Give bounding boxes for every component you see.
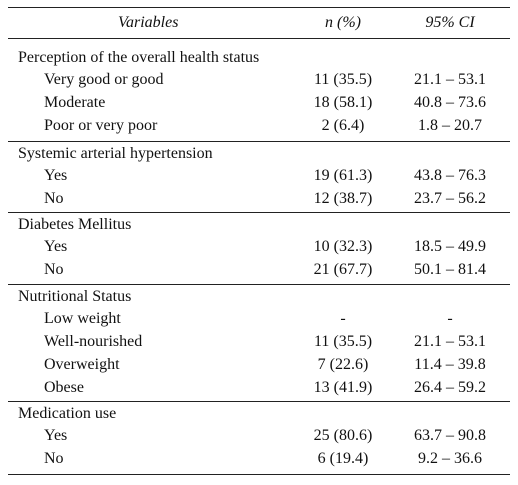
row-n: 13 (41.9) xyxy=(313,379,373,396)
row-ci: 23.7 – 56.2 xyxy=(414,190,486,207)
row-label: Poor or very poor xyxy=(44,117,158,134)
row-label: No xyxy=(44,450,64,467)
section-divider xyxy=(8,212,510,213)
section-title-hypertension: Systemic arterial hypertension xyxy=(18,145,213,162)
row-ci: 21.1 – 53.1 xyxy=(414,71,486,88)
header-bottom-rule xyxy=(8,38,510,39)
row-ci: 43.8 – 76.3 xyxy=(414,167,486,184)
row-label: No xyxy=(44,190,64,207)
row-ci: 63.7 – 90.8 xyxy=(414,427,486,444)
section-title-health-perception: Perception of the overall health status xyxy=(18,49,260,66)
row-n: - xyxy=(340,310,346,327)
row-label: No xyxy=(44,261,64,278)
row-label: Yes xyxy=(44,167,68,184)
section-title-diabetes: Diabetes Mellitus xyxy=(18,216,132,233)
row-n: 6 (19.4) xyxy=(317,450,369,467)
row-n: 11 (35.5) xyxy=(313,71,373,88)
row-n: 2 (6.4) xyxy=(321,117,365,134)
row-n: 11 (35.5) xyxy=(313,333,373,350)
row-n: 19 (61.3) xyxy=(313,167,373,184)
section-title-nutritional-status: Nutritional Status xyxy=(18,288,132,305)
row-n: 10 (32.3) xyxy=(313,238,373,255)
row-n: 18 (58.1) xyxy=(313,94,373,111)
section-title-medication-use: Medication use xyxy=(18,405,117,422)
row-label: Moderate xyxy=(44,94,106,111)
section-divider xyxy=(8,284,510,285)
row-ci: 40.8 – 73.6 xyxy=(414,94,486,111)
row-label: Overweight xyxy=(44,356,120,373)
row-ci: 21.1 – 53.1 xyxy=(414,333,486,350)
row-label: Well-nourished xyxy=(44,333,143,350)
row-ci: 26.4 – 59.2 xyxy=(414,379,486,396)
row-ci: 1.8 – 20.7 xyxy=(418,117,482,134)
header-variables: Variables xyxy=(118,14,179,31)
row-label: Very good or good xyxy=(44,71,164,88)
section-divider xyxy=(8,401,510,402)
row-label: Low weight xyxy=(44,310,121,327)
row-label: Obese xyxy=(44,379,84,396)
table-top-rule xyxy=(8,7,510,8)
row-n: 12 (38.7) xyxy=(313,190,373,207)
row-n: 21 (67.7) xyxy=(313,261,373,278)
header-n-percent: n (%) xyxy=(325,14,361,31)
row-ci: - xyxy=(447,310,453,327)
row-n: 25 (80.6) xyxy=(313,427,373,444)
row-ci: 11.4 – 39.8 xyxy=(414,356,486,373)
row-label: Yes xyxy=(44,427,68,444)
row-n: 7 (22.6) xyxy=(317,356,369,373)
row-ci: 50.1 – 81.4 xyxy=(414,261,486,278)
section-divider xyxy=(8,141,510,142)
row-ci: 18.5 – 49.9 xyxy=(414,238,486,255)
row-label: Yes xyxy=(44,238,68,255)
header-95-ci: 95% CI xyxy=(425,14,475,31)
row-ci: 9.2 – 36.6 xyxy=(418,450,482,467)
table-bottom-rule xyxy=(8,474,510,475)
